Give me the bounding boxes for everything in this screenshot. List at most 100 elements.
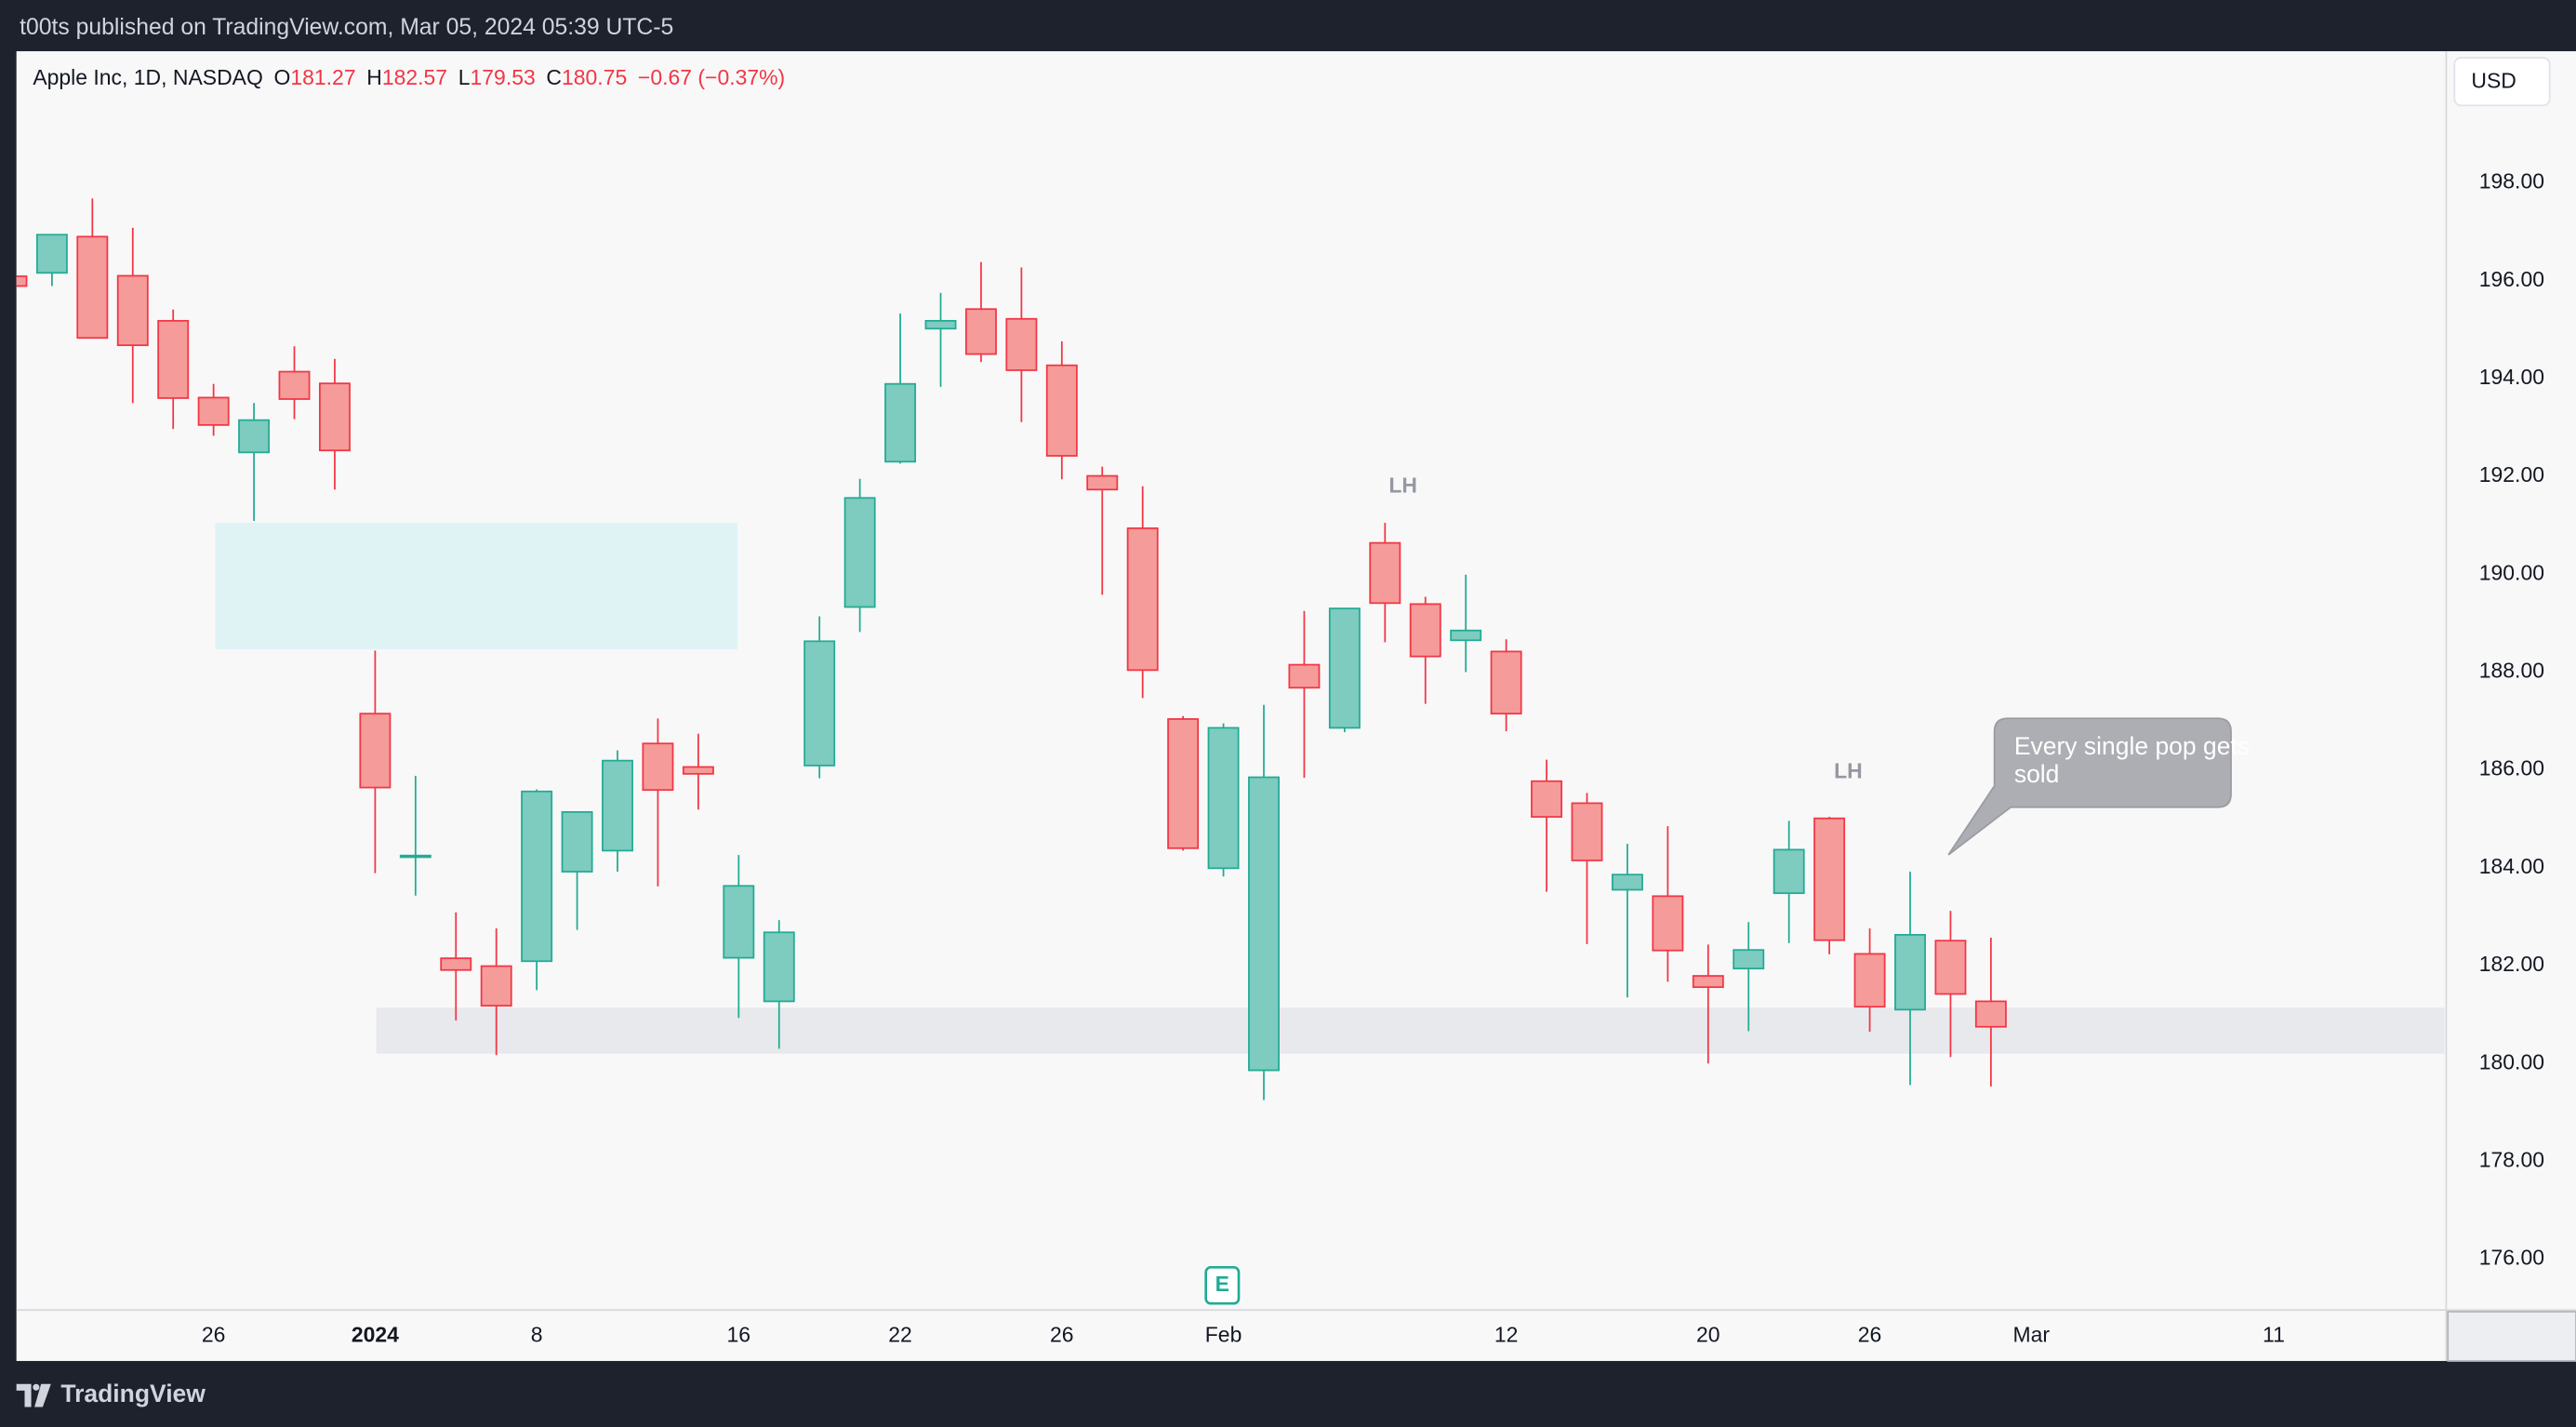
candles <box>16 198 2007 1100</box>
x-tick-label: 2024 <box>352 1323 399 1347</box>
candle-body <box>1086 474 1119 491</box>
resistance-zone <box>215 523 738 650</box>
logo-dot <box>33 1383 40 1391</box>
x-tick-label: 16 <box>727 1323 751 1347</box>
candle-body <box>76 235 109 340</box>
x-tick-label: 12 <box>1494 1323 1519 1347</box>
y-tick-label: 192.00 <box>2479 462 2544 487</box>
y-tick-label: 196.00 <box>2479 267 2544 291</box>
candle-body <box>642 742 674 792</box>
candle-body <box>1328 607 1361 729</box>
candle-body <box>1045 364 1078 457</box>
callout-line: sold <box>2014 760 2060 788</box>
y-tick-label: 194.00 <box>2479 365 2544 389</box>
candle-body <box>1288 663 1321 689</box>
candle-body <box>359 713 392 789</box>
candle-body <box>1409 603 1441 658</box>
x-tick-label: 20 <box>1696 1323 1720 1347</box>
candle-body <box>238 419 271 454</box>
candle-body <box>1490 650 1522 715</box>
candle-body <box>480 965 512 1007</box>
support-zone <box>376 1007 2445 1054</box>
symbol-legend: Apple Inc, 1D, NASDAQ O181.27 H182.57 L1… <box>33 65 785 89</box>
x-tick-label: 26 <box>1858 1323 1882 1347</box>
x-tick-label: 26 <box>202 1323 226 1347</box>
candle-body <box>1894 934 1926 1011</box>
legend-value: 182.57 <box>382 65 447 89</box>
legend-value: 179.53 <box>471 65 536 89</box>
candle-body <box>1773 848 1805 895</box>
x-tick-label: Mar <box>2013 1323 2051 1347</box>
candle-body <box>1974 1000 2007 1028</box>
candle-body <box>763 931 795 1003</box>
legend-label: C <box>546 65 562 89</box>
y-tick-label: 176.00 <box>2479 1246 2544 1270</box>
drawings <box>215 523 2445 1054</box>
axis-corner <box>2447 1311 2576 1362</box>
candle-body <box>602 759 633 852</box>
brand-logo <box>16 1383 51 1407</box>
candle-body <box>1652 895 1684 952</box>
y-tick-label: 182.00 <box>2479 952 2544 976</box>
y-tick-label: 188.00 <box>2479 659 2544 683</box>
candle-body <box>1450 629 1482 642</box>
legend-change: −0.67 (−0.37%) <box>638 65 785 89</box>
currency-button[interactable] <box>2453 57 2551 107</box>
candle-body <box>723 885 755 959</box>
candle-body <box>278 370 311 400</box>
x-tick-label: 11 <box>2263 1323 2285 1347</box>
symbol-name: Apple Inc, 1D, NASDAQ <box>33 65 262 89</box>
x-tick-label: 8 <box>531 1323 543 1347</box>
candle-body <box>1369 541 1401 605</box>
candle-body <box>964 308 997 355</box>
candle-body <box>399 854 432 859</box>
y-tick-label: 186.00 <box>2479 756 2544 780</box>
legend-label: L <box>458 65 471 89</box>
brand-name: TradingView <box>60 1380 206 1407</box>
callout-bubble <box>1947 717 2232 856</box>
candle-body <box>1531 780 1563 819</box>
candle-body <box>116 274 149 347</box>
published-line: t00ts published on TradingView.com, Mar … <box>20 15 673 40</box>
logo-mark <box>16 1383 32 1407</box>
candle-body <box>843 497 876 608</box>
callout-text: Every single pop gets sold <box>2014 732 2250 788</box>
candle-body <box>1167 718 1200 849</box>
legend-label: H <box>366 65 382 89</box>
legend-value: 181.27 <box>290 65 355 89</box>
candle-body <box>35 233 68 274</box>
currency-label[interactable]: USD <box>2471 69 2516 93</box>
earnings-letter[interactable]: E <box>1215 1272 1229 1296</box>
candle-body <box>1248 776 1280 1072</box>
candle-body <box>1005 317 1038 371</box>
x-tick-label: 26 <box>1050 1323 1074 1347</box>
callout-line: Every single pop gets <box>2014 732 2250 760</box>
candle-body <box>1853 953 1886 1008</box>
candle-body <box>16 275 28 287</box>
candle-body <box>1611 874 1643 891</box>
y-tick-label: 198.00 <box>2479 169 2544 193</box>
lh-label: LH <box>1834 759 1863 783</box>
candle-body <box>197 396 230 426</box>
chart-background <box>16 51 2576 1362</box>
candle-body <box>1571 802 1603 861</box>
legend-label: O <box>274 65 291 89</box>
y-tick-label: 184.00 <box>2479 854 2544 878</box>
candle-body <box>924 319 957 330</box>
candle-body <box>521 790 553 963</box>
candle-body <box>803 640 836 767</box>
candle-body <box>1934 940 1967 995</box>
candle-body <box>440 957 472 971</box>
candle-body <box>318 382 351 452</box>
x-tick-label: Feb <box>1205 1323 1242 1347</box>
y-tick-label: 190.00 <box>2479 560 2544 584</box>
logo-mark <box>34 1383 51 1407</box>
candle-body <box>1733 949 1765 970</box>
candle-body <box>1126 527 1159 672</box>
y-tick-label: 180.00 <box>2479 1049 2544 1074</box>
candle-body <box>561 810 593 873</box>
candle-body <box>682 766 714 775</box>
earnings-icon[interactable] <box>1204 1266 1241 1305</box>
candle-body <box>1813 817 1846 941</box>
